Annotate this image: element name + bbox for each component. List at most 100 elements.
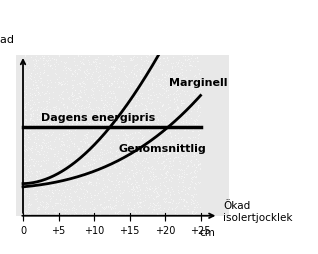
Point — [61, 125, 66, 129]
Point — [86, 183, 91, 187]
Point — [64, 138, 69, 142]
Point — [31, 187, 36, 191]
Point — [155, 201, 160, 205]
Point — [156, 80, 161, 84]
Point — [123, 174, 128, 179]
Point — [27, 202, 32, 206]
Point — [146, 186, 151, 190]
Point — [98, 122, 103, 126]
Point — [83, 211, 88, 215]
Point — [120, 80, 125, 84]
Point — [51, 176, 56, 180]
Point — [52, 211, 57, 215]
Point — [59, 143, 64, 147]
Point — [191, 162, 196, 166]
Point — [51, 191, 56, 195]
Point — [52, 146, 58, 150]
Point — [43, 59, 48, 63]
Point — [64, 71, 69, 75]
Point — [180, 61, 185, 66]
Point — [146, 54, 151, 58]
Point — [89, 73, 94, 77]
Point — [80, 145, 85, 149]
Point — [155, 125, 160, 130]
Point — [91, 59, 96, 64]
Point — [26, 169, 31, 173]
Point — [194, 158, 199, 162]
Point — [115, 159, 120, 163]
Point — [22, 164, 27, 168]
Point — [193, 118, 198, 122]
Point — [89, 168, 94, 172]
Point — [91, 89, 96, 93]
Point — [40, 57, 45, 61]
Point — [89, 175, 94, 179]
Point — [69, 95, 74, 99]
Point — [193, 165, 198, 169]
Point — [174, 212, 179, 216]
Point — [74, 120, 79, 124]
Point — [71, 57, 76, 61]
Point — [179, 189, 184, 194]
Point — [182, 169, 187, 173]
Point — [68, 170, 73, 174]
Point — [63, 68, 68, 72]
Point — [66, 169, 71, 173]
Point — [74, 187, 80, 192]
Point — [76, 171, 81, 175]
Point — [95, 114, 100, 118]
Point — [133, 149, 138, 153]
Point — [45, 133, 50, 137]
Point — [144, 122, 149, 126]
Point — [66, 194, 72, 198]
Point — [176, 155, 181, 159]
Point — [65, 183, 70, 187]
Point — [179, 154, 184, 158]
Point — [160, 94, 165, 98]
Point — [118, 110, 123, 115]
Point — [169, 202, 175, 206]
Point — [55, 99, 60, 103]
Point — [145, 96, 150, 100]
Point — [118, 194, 123, 198]
Point — [175, 131, 180, 135]
Point — [99, 150, 104, 154]
Point — [82, 89, 87, 93]
Point — [28, 169, 33, 173]
Point — [52, 152, 58, 156]
Point — [169, 135, 174, 139]
Point — [192, 187, 197, 191]
Point — [129, 209, 134, 213]
Point — [154, 174, 159, 178]
Point — [31, 102, 36, 106]
Point — [118, 150, 123, 154]
Point — [142, 70, 147, 74]
Point — [174, 92, 179, 97]
Point — [66, 208, 72, 212]
Point — [76, 68, 81, 72]
Point — [86, 174, 91, 179]
Point — [35, 98, 40, 102]
Point — [46, 121, 51, 125]
Point — [89, 112, 94, 116]
Point — [131, 171, 136, 175]
Point — [53, 68, 58, 72]
Point — [115, 121, 120, 125]
Point — [192, 169, 197, 173]
Point — [183, 188, 188, 192]
Point — [49, 133, 54, 137]
Point — [32, 57, 37, 61]
Point — [87, 67, 92, 71]
Point — [133, 97, 138, 101]
Point — [106, 205, 111, 209]
Point — [194, 84, 199, 88]
Point — [196, 96, 201, 100]
Point — [131, 203, 136, 207]
Point — [141, 134, 146, 138]
Point — [35, 133, 40, 137]
Point — [197, 78, 202, 82]
Point — [82, 133, 87, 137]
Point — [123, 108, 128, 113]
Point — [84, 190, 89, 195]
Point — [162, 206, 167, 210]
